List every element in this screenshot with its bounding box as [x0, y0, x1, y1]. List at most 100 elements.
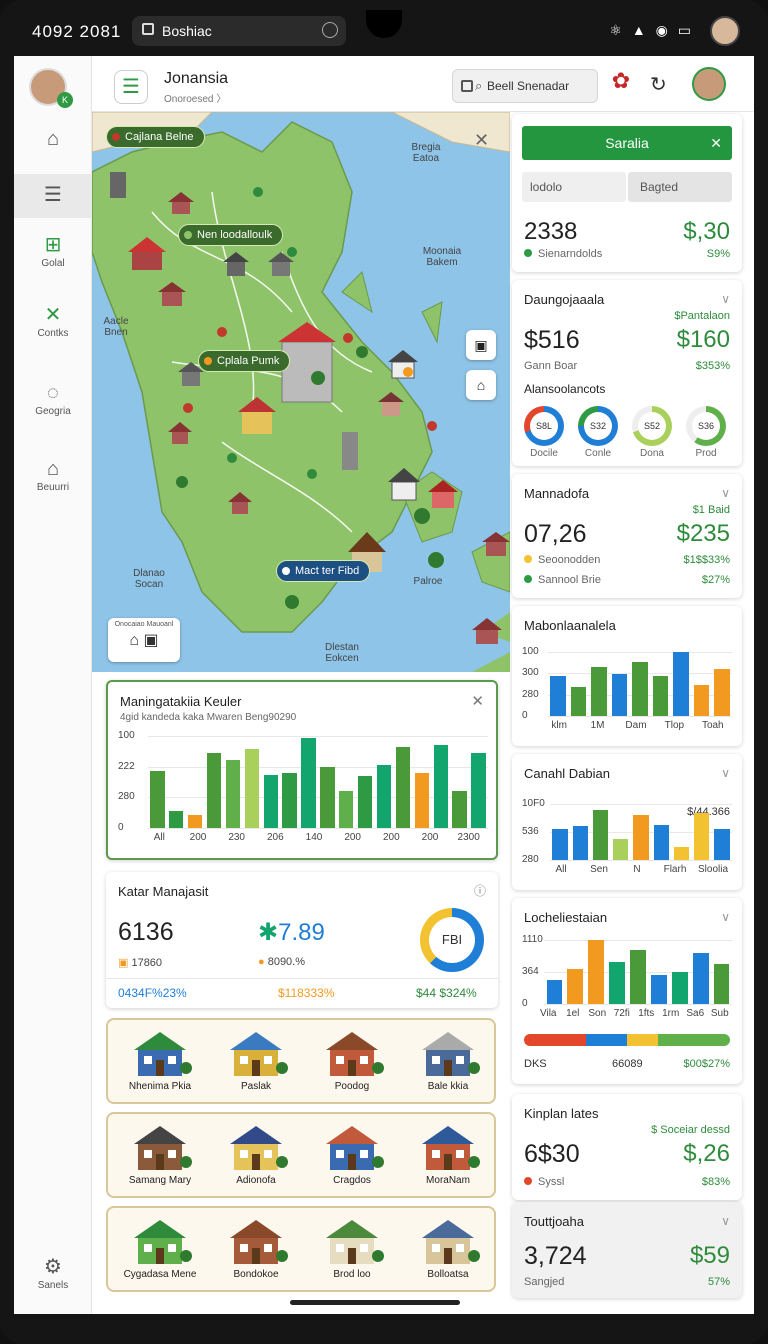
property-tile[interactable]: Brod loo: [306, 1216, 398, 1280]
bar[interactable]: [611, 673, 628, 716]
close-icon[interactable]: ✕: [471, 693, 484, 710]
bar[interactable]: [188, 815, 203, 828]
property-tile[interactable]: Bale kkia: [402, 1028, 494, 1092]
map-view[interactable]: Cajlana Belne Nen loodalloulk Cplala Pum…: [92, 112, 510, 672]
bar[interactable]: [592, 809, 609, 860]
profile-avatar[interactable]: [710, 16, 740, 46]
property-tile[interactable]: Paslak: [210, 1028, 302, 1092]
chevron-down-icon[interactable]: ∨: [721, 292, 730, 306]
property-tile[interactable]: MoraNam: [402, 1122, 494, 1186]
bar[interactable]: [244, 748, 260, 828]
bar[interactable]: [671, 972, 688, 1004]
bar[interactable]: [609, 961, 626, 1004]
site-settings-icon[interactable]: [322, 22, 338, 38]
user-avatar[interactable]: K: [29, 68, 73, 108]
bar[interactable]: [567, 969, 584, 1004]
bar[interactable]: [301, 737, 316, 828]
property-tile[interactable]: Samang Mary: [114, 1122, 206, 1186]
bar[interactable]: [169, 811, 184, 828]
sidebar-item-sanels[interactable]: ⚙ Sanels: [14, 1254, 92, 1298]
map-pill[interactable]: Nen loodalloulk: [178, 224, 284, 246]
bar[interactable]: [714, 668, 730, 716]
sidebar-item-geogria[interactable]: ◌ Geogria: [14, 380, 92, 430]
map-pill[interactable]: Cplala Pumk: [198, 350, 291, 372]
map-pill[interactable]: Mact ter Fibd: [276, 560, 371, 582]
info-icon[interactable]: ⓘ: [473, 884, 486, 898]
top-avatar[interactable]: [692, 67, 726, 101]
bar[interactable]: [320, 767, 335, 828]
saralia-button[interactable]: Saralia ✕: [522, 126, 732, 160]
property-tile[interactable]: Adionofa: [210, 1122, 302, 1186]
chevron-down-icon[interactable]: ∨: [721, 910, 730, 924]
gridline: [148, 736, 488, 737]
bar[interactable]: [588, 940, 605, 1004]
map-legend[interactable]: Onocaiao Mauoanl ⌂ ▣: [108, 618, 180, 662]
bar[interactable]: [673, 846, 690, 860]
bar[interactable]: [692, 952, 709, 1004]
sidebar-item-golal[interactable]: ⊞ Golal: [14, 232, 92, 282]
bar[interactable]: [714, 828, 730, 860]
stat-foot: $118333%: [278, 986, 335, 1000]
search-input[interactable]: ⌕ Beell Snenadar: [452, 69, 598, 103]
close-icon[interactable]: ✕: [710, 135, 722, 151]
bar[interactable]: [572, 826, 588, 860]
refresh-icon[interactable]: ↻: [650, 74, 667, 96]
bar[interactable]: [673, 652, 689, 716]
bar[interactable]: [652, 676, 669, 716]
bar[interactable]: [433, 745, 448, 828]
bar[interactable]: [282, 772, 297, 828]
app-screen: K ⌂ ☰ ⊞ Golal ✕ Contks ◌ Geogria ⌂ B: [14, 56, 754, 1314]
flower-icon[interactable]: ✿: [611, 68, 631, 93]
bar[interactable]: [570, 686, 587, 716]
property-tile[interactable]: Bolloatsa: [402, 1216, 494, 1280]
tab-bagted[interactable]: Bagted: [628, 172, 732, 202]
sidebar-item-home[interactable]: ⌂: [14, 126, 92, 164]
bar[interactable]: [653, 825, 669, 860]
bar[interactable]: [263, 774, 278, 828]
property-tile[interactable]: Cragdos: [306, 1122, 398, 1186]
bar[interactable]: [452, 791, 467, 828]
bar[interactable]: [632, 662, 648, 716]
bar[interactable]: [339, 791, 354, 828]
bar[interactable]: [546, 979, 563, 1004]
property-tile[interactable]: Poodog: [306, 1028, 398, 1092]
chevron-down-icon[interactable]: ∨: [721, 1214, 730, 1228]
bar[interactable]: [150, 770, 165, 828]
bar[interactable]: [414, 772, 430, 828]
bar[interactable]: [633, 815, 649, 860]
bar[interactable]: [650, 974, 667, 1004]
bar[interactable]: [552, 828, 568, 860]
map-pill[interactable]: Cajlana Belne: [106, 126, 205, 148]
bar[interactable]: [693, 685, 710, 716]
bar[interactable]: [376, 765, 392, 828]
property-tile[interactable]: Nhenima Pkia: [114, 1028, 206, 1092]
bar[interactable]: [613, 838, 629, 860]
sidebar-item-beuurri[interactable]: ⌂ Beuurri: [14, 456, 92, 506]
breadcrumb[interactable]: Onoroesed 〉: [164, 94, 227, 105]
sidebar-item-contks[interactable]: ✕ Contks: [14, 302, 92, 352]
home-indicator[interactable]: [290, 1300, 460, 1305]
bar[interactable]: [225, 759, 241, 828]
bar[interactable]: [693, 812, 710, 860]
tab-lodolo[interactable]: lodolo: [522, 172, 626, 202]
bar[interactable]: [713, 964, 730, 1004]
menu-button[interactable]: ☰: [114, 70, 148, 104]
card-value-green: $160: [676, 326, 730, 353]
layers-button[interactable]: ▣: [466, 330, 496, 360]
settings-icon: ⚙: [44, 1256, 62, 1278]
bar[interactable]: [358, 776, 373, 828]
sidebar-item-list[interactable]: ☰: [14, 174, 92, 218]
bar[interactable]: [630, 950, 646, 1004]
bar[interactable]: [206, 752, 222, 828]
bar[interactable]: [471, 752, 486, 828]
bar[interactable]: [395, 747, 411, 828]
property-tile[interactable]: Bondokoe: [210, 1216, 302, 1280]
address-bar[interactable]: Boshiac: [132, 16, 346, 46]
chevron-down-icon[interactable]: ∨: [721, 766, 730, 780]
chevron-down-icon[interactable]: ∨: [721, 486, 730, 500]
landmark-button[interactable]: ⌂: [466, 370, 496, 400]
bar[interactable]: [591, 667, 607, 716]
property-tile[interactable]: Cygadasa Mene: [114, 1216, 206, 1280]
map-close-icon[interactable]: ✕: [474, 130, 490, 150]
bar[interactable]: [550, 676, 566, 716]
